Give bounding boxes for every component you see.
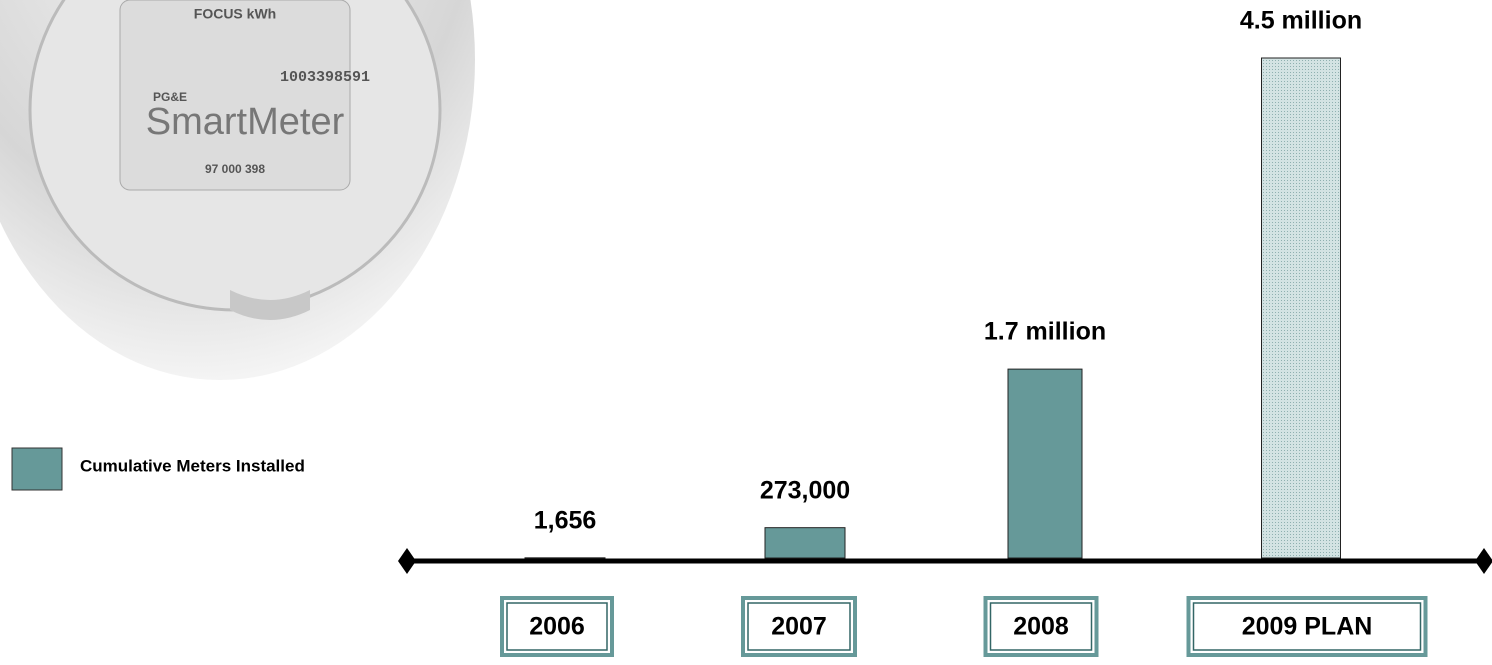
- timeline-end: [398, 548, 416, 574]
- legend-label: Cumulative Meters Installed: [80, 456, 305, 475]
- category-label: 2006: [529, 613, 585, 641]
- category-label: 2007: [771, 613, 827, 641]
- meter-text: 1003398591: [280, 69, 370, 86]
- bar: [764, 527, 846, 559]
- bar: [1261, 57, 1341, 559]
- category-box-inner: [747, 602, 851, 651]
- category-label: 2008: [1013, 613, 1069, 641]
- value-label: 1.7 million: [984, 318, 1106, 346]
- meter-text: FOCUS kWh: [194, 6, 276, 22]
- category-box-inner: [989, 602, 1093, 651]
- category-box: [500, 596, 614, 657]
- legend-swatch: [11, 447, 63, 491]
- value-label: 1,656: [534, 506, 597, 534]
- category-box-inner: [506, 602, 608, 651]
- meter-text: 97 000 398: [205, 162, 265, 176]
- meter-image: FOCUS kWh 1003398591 PG&E SmartMeter 97 …: [0, 0, 475, 380]
- bar: [1007, 368, 1083, 559]
- meter-text: PG&E: [153, 90, 187, 104]
- category-box-inner: [1192, 602, 1422, 651]
- category-box: [741, 596, 857, 657]
- meter-text: SmartMeter: [146, 101, 345, 143]
- value-label: 4.5 million: [1240, 7, 1362, 35]
- category-box: [983, 596, 1099, 657]
- category-box: [1186, 596, 1428, 657]
- timeline-end: [1475, 548, 1492, 574]
- value-label: 273,000: [760, 476, 850, 504]
- category-label: 2009 PLAN: [1242, 613, 1373, 641]
